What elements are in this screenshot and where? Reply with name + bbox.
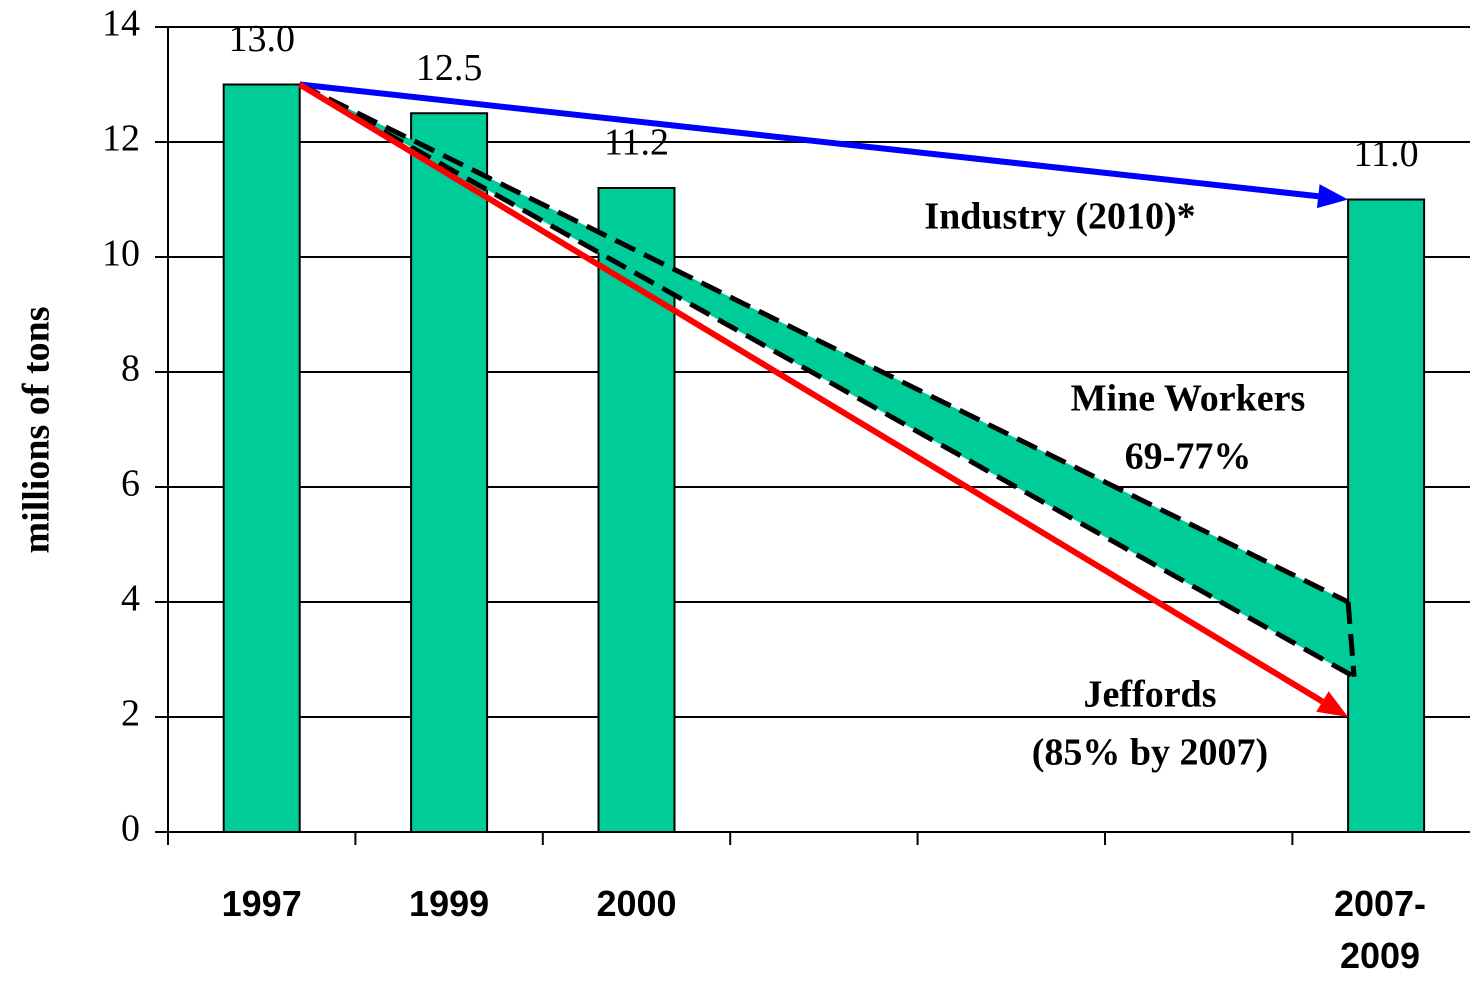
y-tick-label: 8: [121, 348, 140, 390]
y-tick-label: 0: [121, 808, 140, 850]
projection-label: Mine Workers: [1071, 378, 1306, 420]
arrow-head: [1316, 184, 1349, 209]
projection-arrow: [299, 81, 1319, 200]
y-tick-label: 10: [102, 233, 140, 275]
projection-label: 69-77%: [1125, 436, 1252, 478]
x-tick-label: 1999: [409, 883, 490, 924]
y-axis-title: millions of tons: [16, 306, 58, 553]
y-tick-label: 6: [121, 463, 140, 505]
projection-label: Jeffords: [1084, 674, 1217, 716]
bar: [222, 83, 301, 833]
band-edge: [298, 82, 1350, 605]
y-tick-label: 2: [121, 693, 140, 735]
band-edge: [298, 82, 1356, 679]
value-label: 11.0: [1354, 133, 1419, 175]
bar: [597, 187, 676, 833]
value-label: 12.5: [416, 47, 483, 89]
y-tick-label: 4: [121, 578, 140, 620]
bar: [410, 112, 489, 833]
x-tick-label: 1997: [221, 883, 302, 924]
projection-label: (85% by 2007): [1032, 732, 1268, 774]
y-tick-label: 12: [102, 118, 140, 160]
y-tick-label: 14: [102, 3, 140, 45]
value-label: 13.0: [228, 18, 295, 60]
x-tick-label: 2000: [596, 883, 677, 924]
band-end: [1345, 601, 1357, 677]
projection-label: Industry (2010)*: [924, 196, 1195, 238]
projection-arrow: [298, 81, 1324, 705]
arrow-head: [1316, 691, 1349, 717]
bar: [1347, 198, 1426, 833]
value-label: 11.2: [604, 122, 669, 164]
x-tick-label: 2007- 2009: [1333, 883, 1427, 976]
